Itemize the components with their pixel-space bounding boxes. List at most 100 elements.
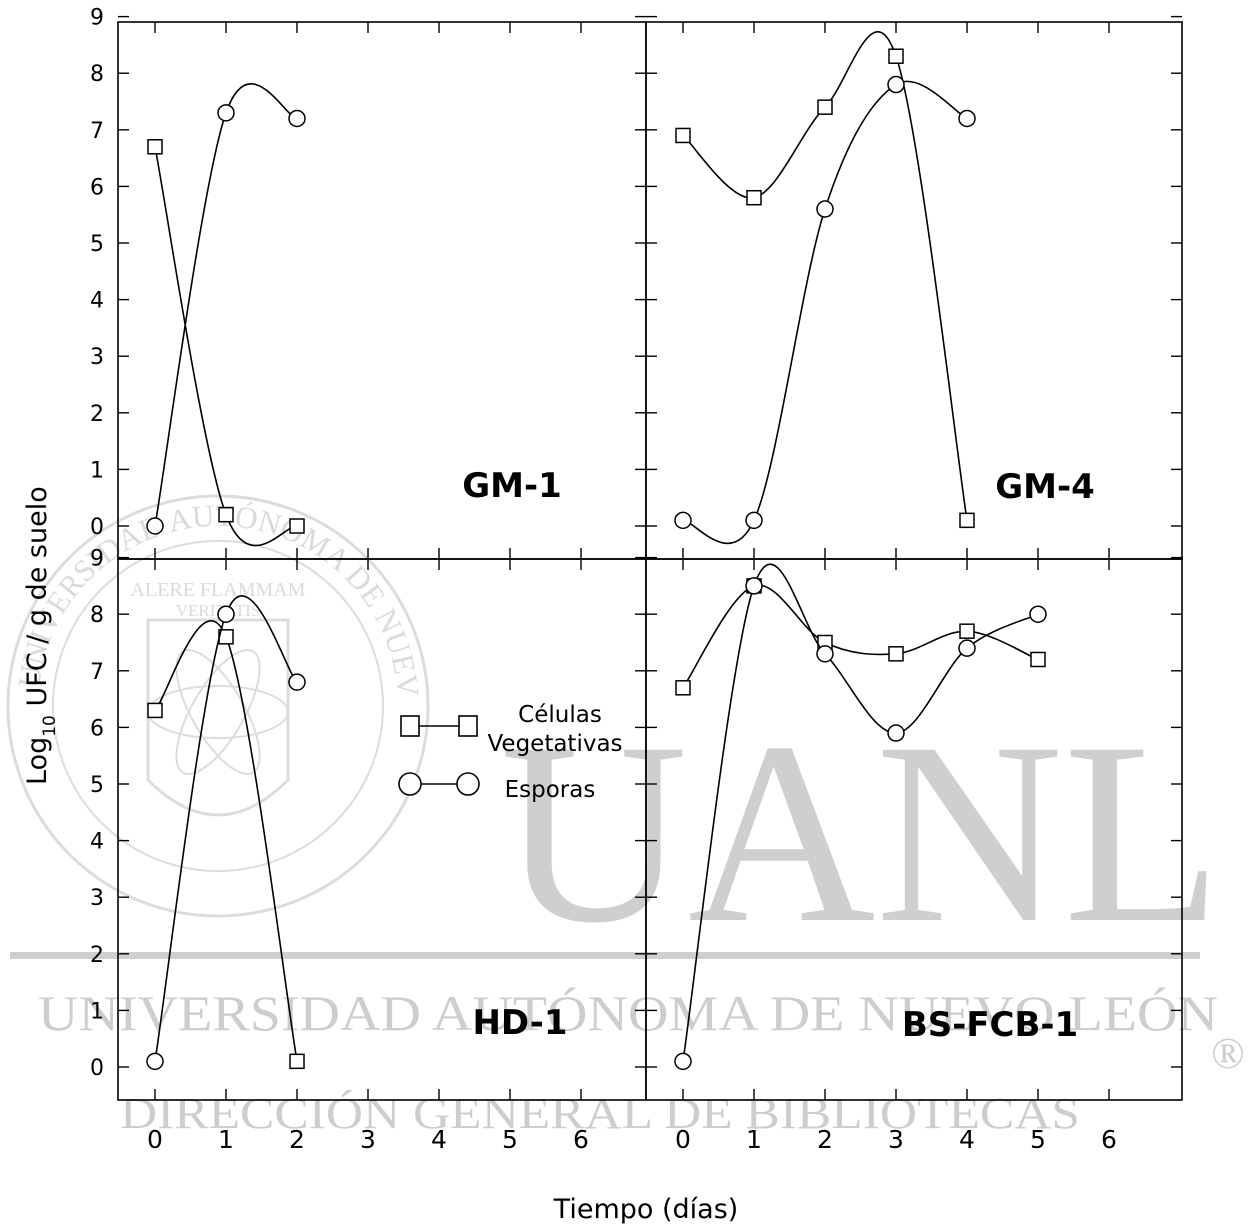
y-tick-label: 3 [90,886,104,911]
data-point-vegetative [218,506,234,523]
data-point-spores [816,200,834,218]
y-tick-label: 3 [90,345,104,370]
x-tick-label: 6 [573,1125,589,1154]
data-point-spores [958,639,976,657]
y-axis-label: Log10 UFC / g de suelo [22,486,60,785]
watermark-uanl: UANL [500,689,1222,977]
data-point-spores [816,645,834,663]
series-line-spores [682,80,968,545]
data-point-spores [217,104,235,122]
university-seal-watermark: UNIVERSIDAD AUTÓNOMA DE NUEVO LEÓN ALERE… [0,0,430,918]
y-tick-label: 0 [90,1056,104,1081]
data-point-spores [745,511,763,530]
panel-bs-fcb-1: 0 1 2 3 4 5 6 BS-FCB-1 [645,556,1183,1154]
y-tick-label: 9 [90,6,104,31]
data-point-vegetative [959,623,975,639]
legend-vegetative-square-marker [400,715,420,737]
legend: Células Vegetativas Esporas [398,702,623,803]
x-tick-label: 5 [1030,1125,1046,1154]
data-point-vegetative [675,127,691,144]
data-point-spores [146,517,164,535]
y-tick-label: 5 [90,232,104,257]
panel-label: GM-4 [995,467,1095,507]
data-point-spores [217,605,235,623]
data-point-vegetative [746,189,762,206]
x-axis-label: Tiempo (días) [553,1194,739,1225]
y-tick-label: 2 [90,402,104,427]
data-point-spores [288,673,306,691]
y-tick-label: 7 [90,119,104,144]
panel-label: HD-1 [472,1003,567,1043]
x-tick-label: 2 [289,1125,305,1154]
panel-frame [117,21,647,560]
legend-vegetative-square-marker [458,715,478,737]
data-point-vegetative [289,518,305,534]
panel-label: BS-FCB-1 [902,1005,1078,1045]
seal-motto-2: VERITATIS [176,601,261,620]
y-tick-label: 8 [90,603,104,628]
y-tick-label: 4 [90,289,104,314]
series-line-spores [154,83,298,527]
data-point-vegetative [289,1053,305,1070]
y-tick-label: 6 [90,716,104,741]
series-line-spores [154,595,298,1062]
data-point-vegetative [147,702,163,719]
y-tick-label: 7 [90,660,104,685]
registered-mark: ® [1211,1029,1244,1078]
data-point-spores [887,75,905,94]
panel-label: GM-1 [462,466,562,506]
y-tick-label: 9 [90,547,104,572]
data-point-vegetative [888,48,904,64]
data-point-spores [958,109,976,128]
x-tick-label: 1 [746,1125,762,1154]
panel-gm-1: 0 1 2 3 4 5 6 7 8 9 GM-1 [90,6,647,560]
watermark-university-name: UNIVERSIDAD AUTÓNOMA DE NUEVO LEÓN [38,985,1218,1041]
x-tick-label: 0 [675,1125,691,1154]
data-point-vegetative [817,99,833,115]
data-point-spores [1029,605,1047,623]
x-tick-label: 1 [218,1125,234,1154]
x-tick-label: 4 [431,1125,447,1154]
panel-gm-4: GM-4 [645,15,1183,560]
legend-spores-label: Esporas [505,777,596,803]
legend-vegetative-label-2: Vegetativas [487,731,622,757]
x-tick-label: 3 [360,1125,376,1154]
data-point-vegetative [1030,651,1046,668]
data-point-vegetative [147,139,163,155]
legend-spores-circle-marker [398,772,422,796]
data-point-vegetative [959,512,975,529]
y-tick-label: 1 [90,999,104,1024]
watermark: UNIVERSIDAD AUTÓNOMA DE NUEVO LEÓN ALERE… [0,0,1245,1138]
y-tick-label: 6 [90,175,104,200]
y-tick-label: 5 [90,773,104,798]
panel-hd-1: 0 1 2 3 4 5 6 7 8 9 0 1 2 3 4 5 6 HD-1 [90,547,647,1154]
data-point-vegetative [675,680,691,696]
data-point-vegetative [888,646,904,662]
watermark-rule [10,952,1200,959]
panel-frame [645,21,1183,560]
x-tick-label: 4 [959,1125,975,1154]
y-tick-label: 1 [90,458,104,483]
data-point-spores [887,724,905,742]
x-tick-label: 6 [1101,1125,1117,1154]
series-line-vegetative [154,620,298,1062]
legend-vegetative-label-1: Células [518,702,602,728]
x-tick-label: 0 [147,1125,163,1154]
x-tick-label: 3 [888,1125,904,1154]
data-point-spores [745,577,763,595]
x-tick-label: 2 [817,1125,833,1154]
y-tick-label: 2 [90,943,104,968]
y-tick-label: 0 [90,515,104,540]
data-point-spores [288,109,306,128]
watermark-library-name: DIRECCIÓN GENERAL DE BIBLIOTECAS [120,1089,1080,1138]
y-tick-label: 8 [90,62,104,87]
legend-spores-circle-marker [456,772,480,796]
x-tick-label: 5 [502,1125,518,1154]
panel-frame [645,558,1183,1101]
seal-motto-1: ALERE FLAMMAM [130,579,305,601]
y-tick-label: 4 [90,830,104,855]
data-point-spores [146,1052,164,1071]
series-line-vegetative [154,146,298,547]
